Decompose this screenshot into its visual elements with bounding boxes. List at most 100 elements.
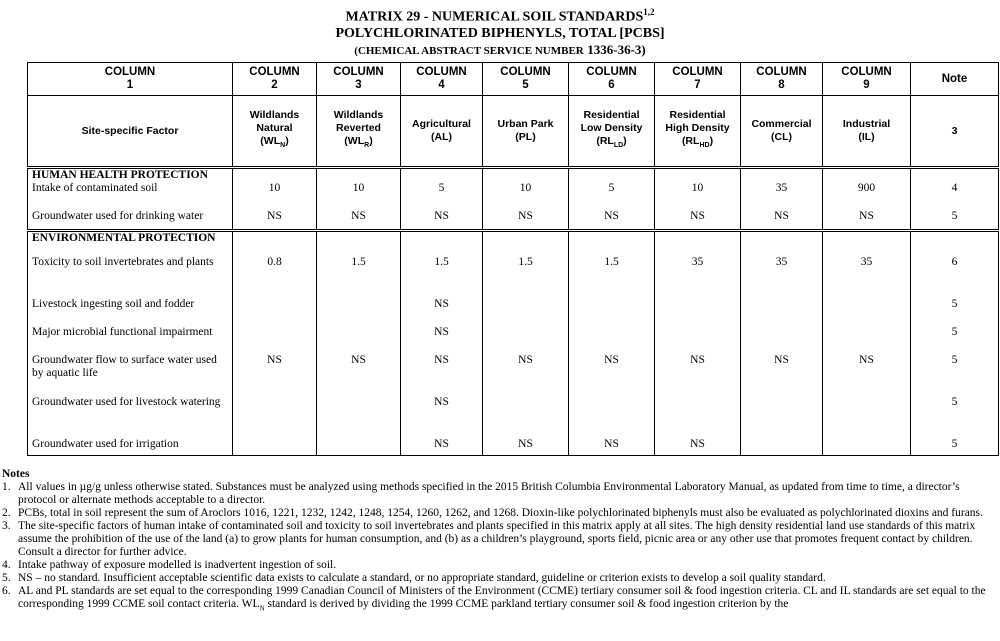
abbr-close: ) — [623, 135, 627, 148]
column-label: COLUMN — [104, 66, 156, 78]
note-text-end: standard is derived by dividing the 1999… — [264, 598, 789, 610]
value-cell — [316, 326, 401, 354]
note-ref: 5 — [910, 396, 999, 438]
note-text: All values in µg/g unless otherwise stat… — [18, 481, 998, 507]
land-use-name: Industrial — [842, 118, 891, 130]
note-text: The site-specific factors of human intak… — [18, 520, 998, 559]
note-item: 6. AL and PL standards are set equal to t… — [0, 585, 998, 615]
note-ref: 5 — [910, 354, 999, 396]
value: NS — [351, 354, 366, 366]
land-use-abbr: (RLLD) — [573, 135, 650, 152]
column-label: COLUMN — [500, 66, 551, 78]
value-cell: NS — [740, 354, 823, 396]
note-text-part: Intake pathway of exposure modelled is i… — [18, 559, 337, 571]
notes-heading: Notes — [2, 468, 30, 480]
abbr: (RL — [681, 135, 700, 148]
value-cell — [740, 298, 823, 326]
land-use: Residential High Density (RLHD) — [654, 95, 741, 168]
column-label: COLUMN — [841, 66, 892, 78]
value-cell — [232, 326, 317, 354]
factor: Groundwater flow to surface water used b… — [27, 354, 233, 396]
note-number: 5. — [2, 572, 11, 584]
empty-cell — [822, 228, 911, 256]
note-item: 5. NS – no standard. Insufficient accepta… — [0, 572, 998, 585]
data-row: Groundwater used for irrigation NS NS NS NS 5 — [27, 438, 999, 455]
note-item: 3. The site-specific factors of human int… — [0, 520, 998, 559]
value: NS — [267, 210, 282, 222]
note-text: NS – no standard. Insufficient acceptabl… — [18, 572, 826, 585]
land-use-abbr: (AL) — [405, 131, 478, 144]
value-cell — [822, 326, 911, 354]
value-cell: NS — [400, 354, 483, 396]
value-cell — [740, 438, 823, 455]
abbr-sub: HD — [699, 142, 710, 150]
value-cell — [740, 396, 823, 438]
note-text-part: AL and PL standards are set equal to the… — [18, 585, 986, 610]
value-cell: NS — [482, 438, 569, 455]
abbr-sub: LD — [613, 142, 624, 150]
value: NS — [518, 354, 533, 366]
column-number: 8 — [778, 79, 785, 91]
value: NS — [434, 438, 449, 450]
note-number: 3. — [2, 520, 11, 532]
value: 1.5 — [351, 256, 366, 268]
abbr-close: ) — [285, 135, 289, 148]
abbr: (RL — [596, 135, 614, 148]
value-cell — [822, 298, 911, 326]
land-use-name: Wildlands Natural — [249, 109, 300, 135]
abbr: (WL — [260, 135, 281, 148]
column-header: COLUMN 6 — [568, 62, 655, 96]
empty-cell — [316, 228, 401, 256]
empty-cell — [232, 166, 317, 182]
value-cell: 35 — [822, 256, 911, 298]
value-cell — [822, 396, 911, 438]
title-sup: 1,2 — [643, 7, 655, 17]
factor: Livestock ingesting soil and fodder — [27, 298, 233, 326]
empty-cell — [910, 228, 999, 256]
note-number: 4. — [2, 559, 11, 571]
column-label: COLUMN — [333, 66, 384, 78]
cas: (CHEMICAL ABSTRACT SERVICE NUMBER 1336-3… — [0, 42, 1000, 59]
value-cell: NS — [400, 326, 483, 354]
note-text-part: All values in µg/g unless otherwise stat… — [18, 481, 960, 506]
data-row: Major microbial functional impairment NS 5 — [27, 326, 999, 354]
empty-cell — [482, 166, 569, 182]
value-cell: NS — [400, 396, 483, 438]
column-label: COLUMN — [416, 66, 467, 78]
value-cell: NS — [316, 210, 401, 230]
column-header: COLUMN 2 — [232, 62, 317, 96]
value-cell: NS — [482, 354, 569, 396]
note-text: AL and PL standards are set equal to the… — [18, 585, 998, 615]
value-cell: NS — [400, 438, 483, 455]
column-header: COLUMN 7 — [654, 62, 741, 96]
note-ref: 5 — [910, 298, 999, 326]
value-cell: 10 — [654, 182, 741, 210]
abbr-sub: R — [364, 142, 370, 150]
value-cell: 1.5 — [568, 256, 655, 298]
value-cell: 900 — [822, 182, 911, 210]
land-use-name: Residential High Density — [665, 109, 730, 135]
section-row: ENVIRONMENTAL PROTECTION — [27, 228, 999, 256]
land-use: Agricultural (AL) — [400, 95, 483, 168]
land-use: Industrial (IL) — [822, 95, 911, 168]
value-cell: NS — [654, 438, 741, 455]
note-number: 1. — [2, 481, 11, 493]
value-cell: 5 — [568, 182, 655, 210]
value: NS — [434, 210, 449, 222]
value-cell — [568, 326, 655, 354]
value: 1.5 — [434, 256, 449, 268]
empty-cell — [316, 166, 401, 182]
note-number: 2. — [2, 507, 11, 519]
value-cell: 0.8 — [232, 256, 317, 298]
column-label: COLUMN — [756, 66, 807, 78]
empty-cell — [482, 228, 569, 256]
column-header: COLUMN 5 — [482, 62, 569, 96]
note-text: Intake pathway of exposure modelled is i… — [18, 559, 336, 572]
factor: Intake of contaminated soil — [27, 182, 233, 210]
value-cell — [654, 396, 741, 438]
abbr: (PL) — [515, 131, 536, 143]
empty-cell — [232, 228, 317, 256]
value: NS — [434, 396, 449, 408]
column-number: 6 — [608, 79, 615, 91]
note-ref: 5 — [910, 210, 999, 230]
